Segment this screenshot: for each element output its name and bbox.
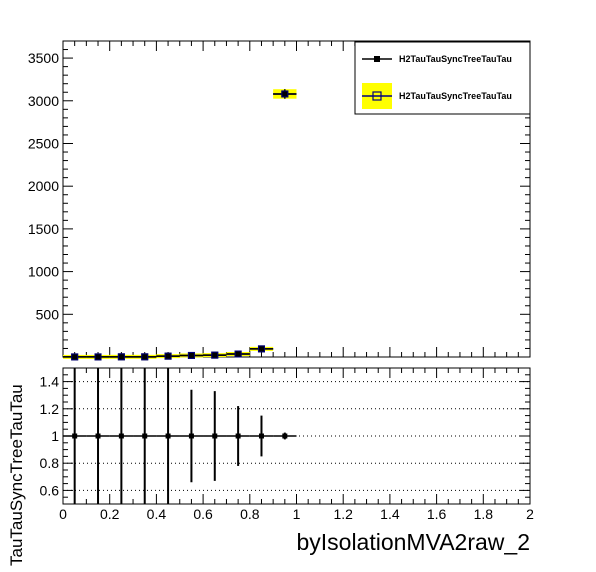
data-point bbox=[211, 351, 219, 359]
x-axis-title: byIsolationMVA2raw_2 bbox=[296, 529, 530, 555]
legend-label-markers: H2TauTauSyncTreeTauTau bbox=[399, 54, 512, 64]
ratio-point bbox=[212, 433, 218, 439]
ratio-point bbox=[282, 433, 288, 439]
y-tick-label: 3000 bbox=[28, 93, 59, 109]
x-tick-label: 1.2 bbox=[333, 506, 353, 522]
legend: H2TauTauSyncTreeTauTau H2TauTauSyncTreeT… bbox=[354, 41, 531, 115]
mc-point-marker bbox=[117, 353, 125, 361]
x-tick-label: 1 bbox=[293, 506, 301, 522]
x-tick-label: 1.6 bbox=[427, 506, 447, 522]
ratio-point bbox=[165, 433, 171, 439]
data-point bbox=[117, 353, 125, 361]
x-tick-label: 0.8 bbox=[240, 506, 260, 522]
y-tick-label: 2000 bbox=[28, 178, 59, 194]
ratio-y-tick-label: 1.4 bbox=[40, 374, 60, 390]
data-point bbox=[94, 353, 102, 361]
ratio-axis-ticks: 0.6 0.8 1 1.2 1.4 0 0.2 0.4 0.6 0.8 1 1.2 1.4 1.6 1.8 2 bbox=[40, 367, 534, 522]
data-point bbox=[234, 350, 242, 358]
mc-point-marker bbox=[187, 351, 195, 359]
ratio-point bbox=[95, 433, 101, 439]
ratio-point bbox=[118, 433, 124, 439]
y-tick-label: 500 bbox=[36, 306, 60, 322]
legend-entry-markers: H2TauTauSyncTreeTauTau bbox=[362, 54, 512, 64]
y-tick-label: 1500 bbox=[28, 221, 59, 237]
ratio-point bbox=[235, 433, 241, 439]
ratio-point bbox=[258, 433, 264, 439]
mc-point-marker bbox=[234, 350, 242, 358]
mc-point-marker bbox=[141, 353, 149, 361]
legend-label-boxes: H2TauTauSyncTreeTauTau bbox=[399, 91, 512, 101]
mc-point-marker bbox=[281, 90, 289, 98]
data-point bbox=[281, 90, 289, 98]
main-panel: 500 1000 1500 2000 2500 3000 3500 H2TauTauSync… bbox=[28, 40, 531, 361]
ratio-data-points bbox=[63, 368, 297, 504]
data-point bbox=[257, 345, 265, 353]
data-point bbox=[141, 353, 149, 361]
data-point bbox=[71, 353, 79, 361]
ratio-point bbox=[142, 433, 148, 439]
mc-point-marker bbox=[164, 352, 172, 360]
x-tick-label: 1.4 bbox=[380, 506, 400, 522]
legend-entry-boxes: H2TauTauSyncTreeTauTau bbox=[362, 83, 512, 109]
legend-marker-sample bbox=[374, 56, 380, 62]
x-tick-label: 2 bbox=[526, 506, 534, 522]
data-point bbox=[187, 351, 195, 359]
main-data-points bbox=[63, 89, 297, 361]
x-tick-label: 1.8 bbox=[474, 506, 494, 522]
ratio-y-tick-label: 0.6 bbox=[40, 482, 60, 498]
y-tick-label: 2500 bbox=[28, 135, 59, 151]
ratio-point bbox=[72, 433, 78, 439]
mc-point-marker bbox=[211, 351, 219, 359]
data-point bbox=[164, 352, 172, 360]
ratio-panel: 0.6 0.8 1 1.2 1.4 0 0.2 0.4 0.6 0.8 1 1.2 1.4 1.6 1.8 2… bbox=[7, 367, 534, 566]
y-tick-label: 1000 bbox=[28, 264, 59, 280]
y-tick-label: 3500 bbox=[28, 50, 59, 66]
ratio-point bbox=[188, 433, 194, 439]
x-tick-label: 0.6 bbox=[193, 506, 213, 522]
ratio-y-axis-title: TauTauSyncTreeTauTau bbox=[7, 384, 26, 566]
x-tick-label: 0.2 bbox=[100, 506, 120, 522]
mc-point-marker bbox=[94, 353, 102, 361]
mc-point-marker bbox=[257, 345, 265, 353]
x-tick-label: 0 bbox=[59, 506, 67, 522]
ratio-y-tick-label: 1 bbox=[51, 428, 59, 444]
x-tick-label: 0.4 bbox=[147, 506, 167, 522]
mc-point-marker bbox=[71, 353, 79, 361]
ratio-y-tick-label: 0.8 bbox=[40, 455, 60, 471]
ratio-y-tick-label: 1.2 bbox=[40, 401, 60, 417]
legend-open-marker bbox=[372, 91, 382, 101]
